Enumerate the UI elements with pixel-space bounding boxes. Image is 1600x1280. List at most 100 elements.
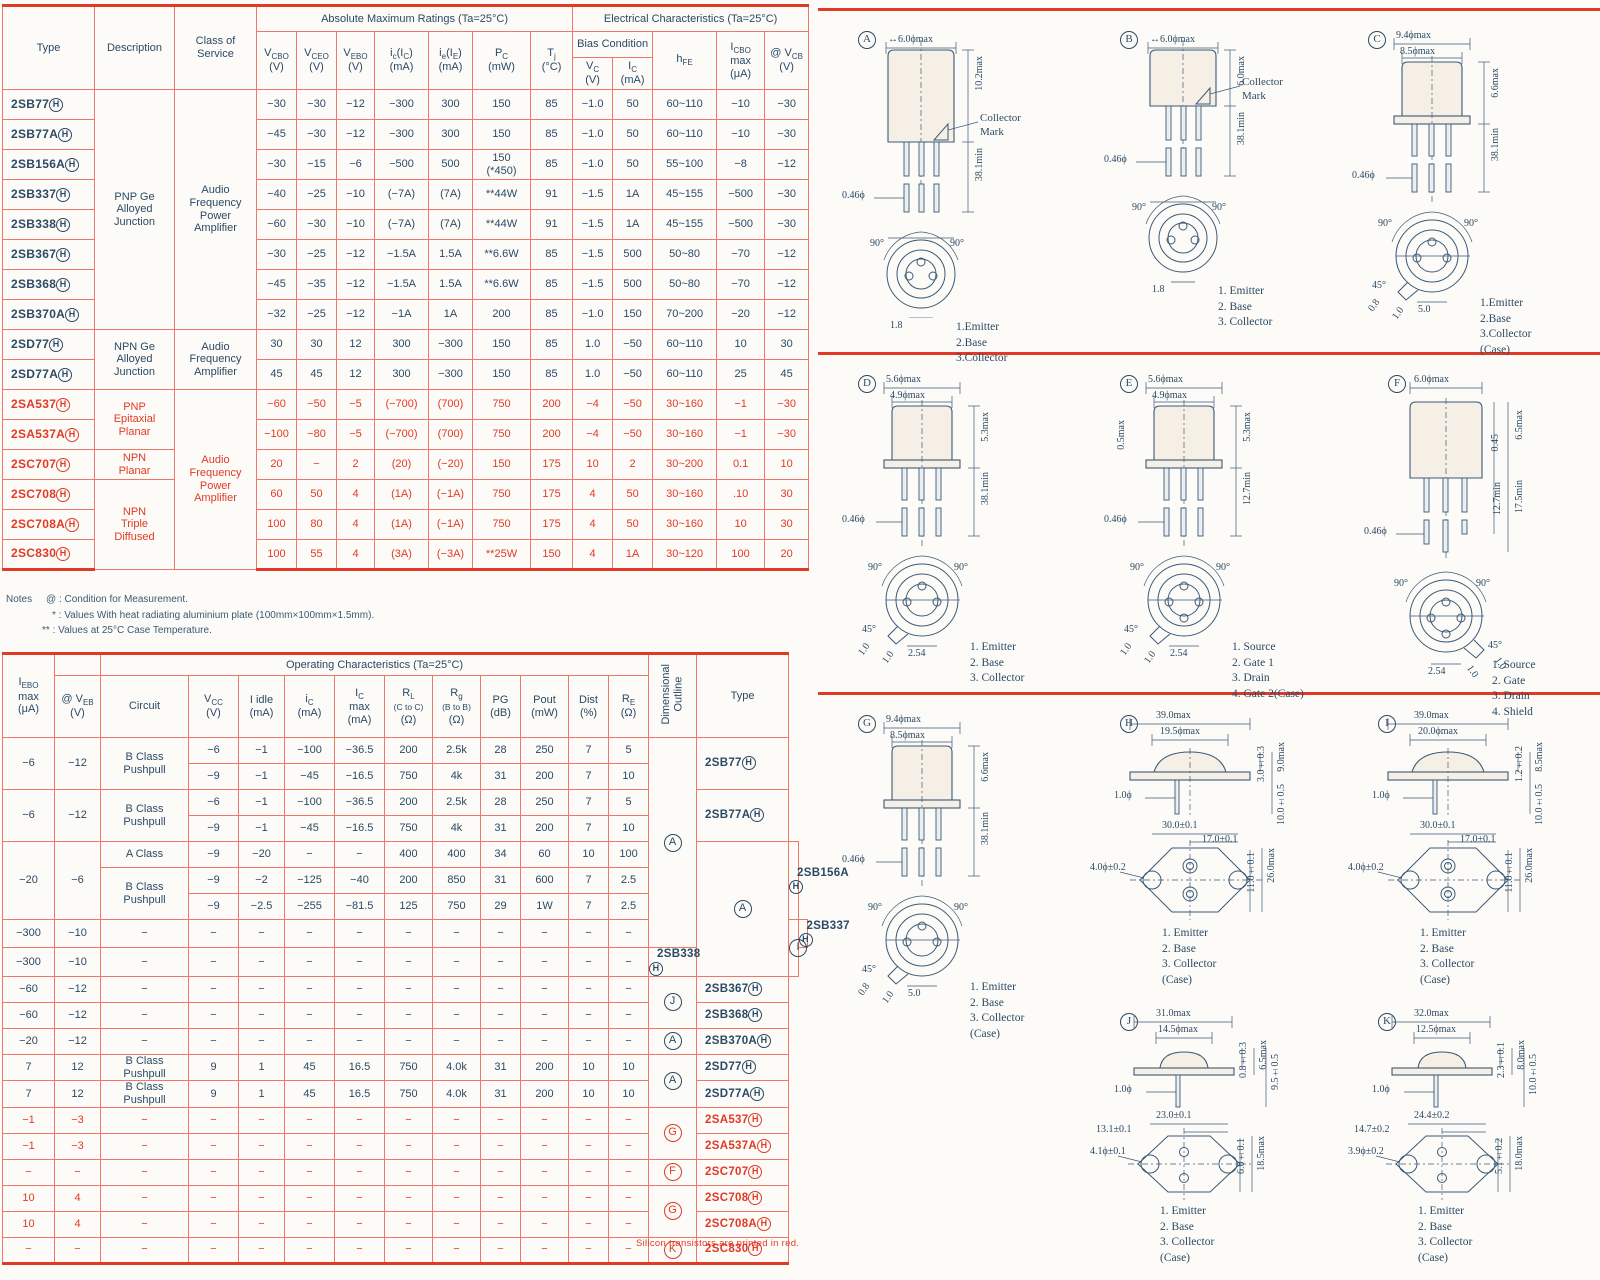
cell-circuit: − xyxy=(100,1184,189,1212)
cell-hfe: 60~110 xyxy=(652,119,718,150)
notes-block: Notes @ : Condition for Measurement. * : … xyxy=(6,592,706,639)
cell-class-of-service: Audio Frequency Power Amplifier xyxy=(174,89,257,330)
cell-tj: 85 xyxy=(529,89,574,120)
cell-re: 10 xyxy=(607,763,650,790)
cell-dist: 7 xyxy=(568,789,609,816)
cell-vc: 4 xyxy=(572,479,614,510)
cell-icbo: −10 xyxy=(716,89,766,120)
cell-pg: 31 xyxy=(480,763,521,790)
cell-rg: − xyxy=(432,1158,481,1186)
cell-tj: 91 xyxy=(529,179,574,210)
cell-rg: − xyxy=(432,1106,481,1134)
cell-dimensional-outline: J xyxy=(648,975,698,1029)
cell-pg: 28 xyxy=(480,737,521,764)
table-row: 2SA537 H PNP Epitaxial Planar Audio Frequency P… xyxy=(2,389,810,570)
cell-type: 2SC707 H xyxy=(2,449,95,480)
cell-pg: − xyxy=(480,1132,521,1160)
divider-mid2 xyxy=(818,692,1600,695)
table-row: −60 −12− − − − − − − − − − −2SB368 H xyxy=(2,1001,808,1029)
cell-icmax: 16.5 xyxy=(334,1080,385,1108)
cell-dist: − xyxy=(568,1001,609,1029)
cell-icmax: − xyxy=(334,841,385,868)
cell-type: 2SD77 H xyxy=(2,329,95,360)
cell-pg: − xyxy=(480,1210,521,1238)
notes-text-1: : Condition for Measurement. xyxy=(58,594,188,605)
cell-iidle: −2.5 xyxy=(238,893,285,920)
cell-icb: 500 xyxy=(612,239,654,270)
cell-dist: 10 xyxy=(568,1080,609,1108)
cell-vcc: − xyxy=(188,1158,239,1186)
cell-type: 2SD77 H xyxy=(696,1053,790,1082)
cell-tj: 85 xyxy=(529,299,574,330)
col2-header-vcc: VCC (V) xyxy=(188,675,239,738)
cell-vebo: −12 xyxy=(336,119,375,150)
dimensional-outline-panel: A ↔6.0ϕmax xyxy=(818,0,1600,1280)
cell-tj: 200 xyxy=(529,419,574,450)
operating-characteristics-table-wrap: IEBO max (μA) Operating Characteristics (T… xyxy=(2,652,850,1265)
col2-header-circuit: Circuit xyxy=(100,675,189,738)
cell-rl: 125 xyxy=(384,893,433,920)
cell-dist: 7 xyxy=(568,867,609,894)
divider-top xyxy=(818,8,1600,11)
cell-at-veb: −10 xyxy=(54,947,101,977)
cell-icb: 500 xyxy=(612,269,654,300)
cell-dist: − xyxy=(568,1158,609,1186)
cell-tj: 175 xyxy=(529,479,574,510)
cell-ic: (20) xyxy=(374,449,429,480)
cell-pg: 31 xyxy=(480,867,521,894)
cell-hfe: 50~80 xyxy=(652,239,718,270)
cell-ic: − xyxy=(284,1106,335,1134)
cell-pg: − xyxy=(480,975,521,1003)
cell-re: − xyxy=(607,1184,650,1212)
col2-header-rl: RL (C to C) (Ω) xyxy=(384,675,433,738)
cell-iidle: 1 xyxy=(238,1053,285,1082)
cell-vceo: −25 xyxy=(296,179,337,210)
col-header-icbo-max: ICBO max (μA) xyxy=(716,31,766,90)
cell-vcbo: −100 xyxy=(256,419,297,450)
cell-rl: 750 xyxy=(384,1053,433,1082)
cell-at-veb: − xyxy=(54,1158,101,1186)
col2-header-pg: PG (dB) xyxy=(480,675,521,738)
cell-iidle: − xyxy=(238,1106,285,1134)
cell-ie: (7A) xyxy=(428,179,473,210)
cell-circuit: − xyxy=(100,918,189,949)
cell-re: − xyxy=(607,1158,650,1186)
cell-icb: 1A xyxy=(612,539,654,571)
col2-header-dimensional-outline: Dimensional Outline xyxy=(648,652,698,738)
diagram-e: E xyxy=(1104,374,1304,700)
cell-pg: − xyxy=(480,947,521,977)
cell-type: 2SC708 H xyxy=(696,1184,790,1212)
cell-vcc: − xyxy=(188,1106,239,1134)
cell-vebo: −12 xyxy=(336,269,375,300)
cell-iidle: − xyxy=(238,975,285,1003)
col-header-at-vcb: @ VCB (V) xyxy=(764,31,810,90)
cell-vc: −1.0 xyxy=(572,149,614,180)
notes-mark-3: ** xyxy=(42,625,50,636)
cell-vcbo: 30 xyxy=(256,329,297,360)
cell-iidle: − xyxy=(238,1132,285,1160)
cell-hfe: 55~100 xyxy=(652,149,718,180)
cell-iidle: −1 xyxy=(238,763,285,790)
cell-pout: 200 xyxy=(520,1053,569,1082)
cell-dimensional-outline: A xyxy=(648,736,698,949)
cell-pg: 31 xyxy=(480,1053,521,1082)
diagram-b: B ↔6.0ϕmax xyxy=(1090,18,1340,348)
cell-vcbo: −32 xyxy=(256,299,297,330)
cell-circuit: − xyxy=(100,1236,189,1265)
cell-rg: − xyxy=(432,1132,481,1160)
cell-ic: − xyxy=(284,1236,335,1265)
cell-icbo: −70 xyxy=(716,269,766,300)
cell-tj: 85 xyxy=(529,269,574,300)
notes-line-3: ** : Values at 25°C Case Temperature. xyxy=(6,623,706,639)
table-row: −20 −6 A Class −9 −20− −400 400 34 60 10 100 A 2SB15… xyxy=(2,841,849,977)
cell-ie: 1A xyxy=(428,299,473,330)
table-row: 7 12 B Class Pushpull 9 1 45 16.5 750 4.0k 31 200 10… xyxy=(2,1053,808,1108)
cell-pc: 200 xyxy=(472,299,531,330)
cell-vebo: −12 xyxy=(336,89,375,120)
cell-re: 10 xyxy=(607,815,650,842)
cell-rg: − xyxy=(432,1001,481,1029)
cell-dist: 7 xyxy=(568,893,609,920)
cell-pg: − xyxy=(480,1027,521,1055)
cell-type: 2SB337H xyxy=(797,918,850,949)
cell-ic: (−700) xyxy=(374,389,429,420)
